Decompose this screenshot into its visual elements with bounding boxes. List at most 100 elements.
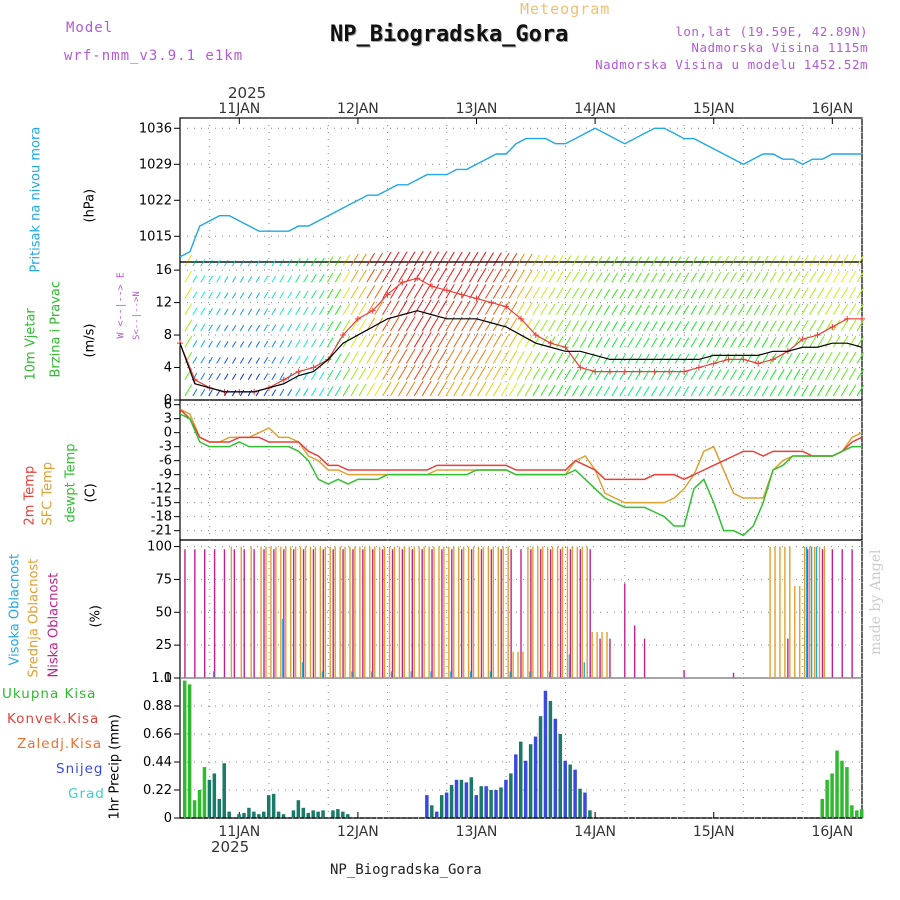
wind-barb [690,272,698,283]
wind-barb [398,381,408,397]
wind-barb [643,305,650,316]
footer-station: NP_Biogradska_Gora [330,862,482,878]
wind-barb [437,300,448,316]
wind-barb [611,386,619,397]
precip-bar [825,779,829,818]
wind-barb [500,333,510,348]
wind-barb [556,368,564,380]
legend-freezing: Zaledj.Kisa [17,736,103,752]
y-tick-label: 75 [155,572,172,587]
wind-gust-marker [399,279,406,286]
wind-barb [651,288,658,299]
precip-bar [583,792,587,818]
wind-barb [303,306,309,316]
wind-barb [571,385,580,397]
wind-barb [492,365,502,380]
wind-barb [714,255,722,267]
precip-bar [252,811,256,818]
wind-barb [556,287,564,299]
wind-barb [398,332,408,348]
wind-barb [287,340,293,348]
wind-barb [579,369,587,380]
wind-barb [413,332,424,348]
wind-barb [398,316,408,332]
wind-barb [619,321,626,332]
wind-barb [769,271,777,283]
wind-gust-marker [429,283,436,290]
wind-barb [848,319,857,332]
wind-barb [200,291,206,299]
wind-barb [429,316,440,332]
wind-barb [571,336,580,348]
wind-barb [192,291,198,299]
wind-barb [405,364,416,380]
wind-barb [556,254,564,267]
wind-barb [722,304,730,316]
wind-barb [342,368,351,380]
wind-barb [200,340,206,348]
wind-barb [809,319,817,332]
wind-barb [390,349,400,364]
wind-barb [184,270,193,283]
wind-barb [469,268,479,283]
wind-barb [540,286,548,299]
y-tick-label: 0 [164,811,172,826]
wind-barb [856,384,864,397]
legend-rain-total: Ukupna Kisa [2,686,97,702]
wind-barb [382,300,392,316]
wind-barb [224,373,229,380]
wind-gust-marker [606,368,613,375]
wind-barb [224,389,229,397]
wind-barb [492,252,502,267]
wind-barb [682,288,690,299]
wind-gust-marker [592,368,599,375]
y-tick-label: 1029 [139,157,172,172]
wind-barb [840,286,849,299]
wind-barb [611,321,619,332]
wind-barb [777,287,785,299]
wind-barb [287,259,293,267]
wind-barb [793,287,801,299]
wind-barb [255,373,261,380]
wind-barb [587,255,595,267]
wind-barb [745,304,753,316]
wind-barb [413,364,424,380]
wind-barb [817,319,825,332]
wind-barb [390,332,400,348]
wind-barb [358,334,367,348]
wind-barb [587,385,595,397]
wind-barb [753,385,761,397]
y-tick-label: -18 [151,510,172,525]
wind-barb [484,268,494,283]
wind-barb [840,384,849,397]
wind-barb [698,256,706,267]
y-tick-label: 1015 [139,229,172,244]
wind-barb [477,381,487,397]
wind-barb [532,303,541,316]
wind-barb [548,287,556,299]
wind-barb [295,274,301,283]
wind-barb [548,319,556,332]
wind-barb [761,337,769,348]
wind-barb [635,272,642,283]
wind-barb [255,357,261,364]
wind-barb [390,268,400,283]
wind-barb [279,356,285,364]
wind-barb [421,250,432,267]
wind-gust-marker [859,315,865,322]
wind-barb [761,272,769,283]
x-tick-label-bottom: 16JAN [811,824,853,840]
wind-barb [303,323,309,332]
wind-gust-marker [547,340,554,347]
wind-barb [801,271,809,283]
wind-barb [358,318,367,332]
wind-barb [366,366,376,380]
precip-bar [840,760,844,818]
wind-barb [571,369,580,380]
wind-barb [350,367,359,380]
wind-barb [769,336,777,348]
wind-barb [540,368,548,380]
precip-bar [197,790,202,818]
wind-barb [405,316,416,332]
wind-barb [429,267,440,283]
